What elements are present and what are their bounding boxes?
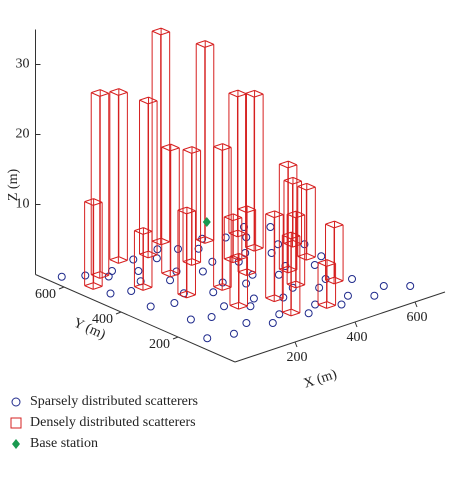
scatterer	[186, 315, 195, 324]
x-axis-label: X (m)	[302, 367, 339, 392]
scatterer	[106, 289, 115, 298]
scatterer	[146, 302, 155, 311]
scatterer	[242, 319, 251, 327]
building	[109, 88, 128, 264]
scatterer	[370, 291, 379, 300]
scatterer	[170, 299, 179, 307]
building	[182, 146, 202, 266]
scatterer	[166, 276, 175, 285]
building	[151, 27, 171, 246]
building	[245, 89, 264, 252]
scatterer	[249, 294, 258, 303]
legend-label: Densely distributed scatterers	[30, 415, 196, 430]
scatterer	[209, 288, 218, 297]
building	[229, 252, 249, 310]
z-axis-label: Z (m)	[6, 169, 21, 202]
scatterer	[274, 270, 283, 279]
y-tick	[115, 311, 122, 315]
building	[325, 220, 344, 285]
legend-label: Sparsely distributed scatterers	[30, 394, 198, 409]
y-tick	[172, 336, 179, 340]
scatterer	[81, 271, 90, 280]
scatterer	[134, 267, 143, 275]
scatterer	[207, 313, 216, 321]
scatterer	[274, 240, 283, 249]
building	[90, 89, 110, 279]
building	[281, 231, 301, 317]
scatterer	[310, 261, 319, 269]
y-tick	[58, 286, 65, 290]
scatterer	[127, 287, 136, 295]
building	[265, 210, 284, 303]
z-tick-label: 30	[16, 57, 30, 72]
scatterer	[198, 267, 207, 276]
z-tick-label: 10	[16, 197, 30, 212]
building	[213, 143, 232, 291]
scatterer	[379, 282, 388, 290]
building	[177, 206, 196, 299]
legend-label: Base station	[30, 436, 98, 451]
scatterer	[275, 310, 284, 319]
scatterer	[304, 309, 313, 318]
scatterer	[343, 291, 352, 300]
building	[133, 227, 153, 291]
base-station	[202, 217, 211, 227]
scatterer	[317, 252, 326, 261]
legend-marker	[12, 439, 20, 449]
scatterer	[348, 275, 356, 283]
y-tick-label: 400	[92, 312, 113, 327]
scatterer	[406, 282, 415, 290]
scatterer	[337, 300, 346, 309]
y-tick-label: 600	[35, 287, 56, 302]
building	[161, 143, 180, 278]
x-tick-label: 600	[407, 310, 428, 325]
scatterer	[315, 283, 324, 292]
building	[286, 210, 306, 289]
legend-marker	[10, 417, 22, 429]
y-tick-label: 200	[149, 337, 170, 352]
scatterer	[220, 302, 229, 311]
scatterer	[268, 319, 277, 327]
building	[317, 259, 337, 309]
building	[84, 198, 103, 290]
scatterer	[266, 223, 275, 231]
scatterer	[129, 255, 138, 264]
legend-marker	[11, 397, 21, 407]
scatterer	[242, 279, 251, 288]
x-tick-label: 200	[287, 350, 308, 365]
x-tick	[354, 321, 358, 328]
scatterer	[229, 329, 238, 338]
scatterer	[57, 272, 66, 281]
axis-lines	[35, 29, 446, 363]
scatterer	[221, 233, 230, 242]
x-tick	[414, 301, 418, 308]
z-tick-label: 20	[16, 127, 30, 142]
building	[223, 213, 243, 264]
scatterer	[203, 334, 212, 343]
scatterer	[208, 257, 217, 266]
building	[195, 40, 215, 244]
building	[297, 182, 316, 261]
x-tick	[294, 341, 298, 348]
x-tick-label: 400	[347, 330, 368, 345]
scatterer	[108, 267, 116, 275]
building	[237, 205, 257, 277]
